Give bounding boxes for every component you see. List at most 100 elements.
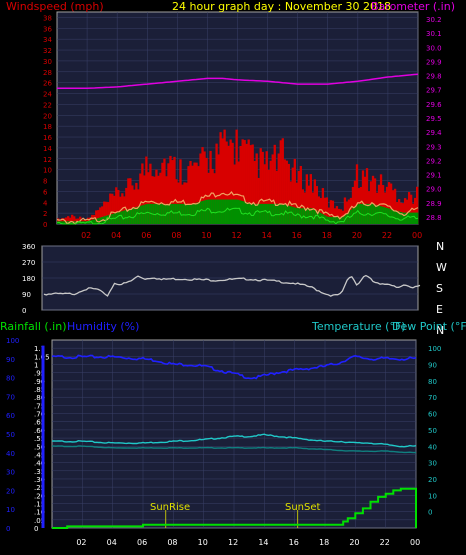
wind-speed-bar <box>281 138 284 224</box>
wind-gust-bar <box>347 211 351 224</box>
wind-speed-bar <box>407 192 411 224</box>
wind-gust-bar <box>337 216 341 224</box>
bottom-x-tick-label: 18 <box>319 538 329 547</box>
barometer-tick-label: 29.9 <box>426 58 442 66</box>
wind-speed-bar <box>329 200 333 224</box>
wind-tick-label: 12 <box>43 156 52 164</box>
wind-gust-bar <box>261 203 264 224</box>
wind-speed-bar <box>255 153 258 224</box>
rain-tick-label: .55 <box>34 435 45 443</box>
wind-gust-bar <box>97 218 100 224</box>
wind-speed-bar <box>125 187 128 224</box>
wind-speed-bar <box>157 175 160 224</box>
rainfall-line <box>52 487 417 529</box>
temp-humidity-rain-panel: 0.05.10.15.20.25.30.35.40.45.50.55.60.65… <box>6 337 441 547</box>
wind-gust-bar <box>153 203 156 224</box>
wind-gust-bar <box>131 208 134 224</box>
wind-tick-label: 32 <box>43 47 52 55</box>
wind-speed-bar <box>197 166 200 224</box>
bottom-x-tick-label: 02 <box>76 538 86 547</box>
wind-speed-bar <box>315 186 319 224</box>
wind-direction-panel: 0 90 180 270 360 <box>22 243 421 315</box>
rain-tick-label: .90 <box>34 378 45 386</box>
wind-x-tick-label: 08 <box>171 231 181 240</box>
wind-speed-bar <box>275 170 278 224</box>
wind-speed-bar <box>343 197 347 224</box>
wind-gust-bar <box>205 199 208 224</box>
wind-speed-bar <box>115 187 118 224</box>
wind-speed-bar <box>217 154 220 224</box>
temperature-tick-label: 100 <box>428 345 441 353</box>
wind-gust-bar <box>235 199 238 224</box>
wind-gust-bar <box>291 206 294 224</box>
rain-tick-label: .20 <box>34 492 45 500</box>
wind-gust-bar <box>385 207 389 224</box>
wind-speed-bar <box>177 182 180 224</box>
wind-speed-bar <box>201 147 204 224</box>
wind-tick-label: 14 <box>43 145 52 153</box>
wind-gust-bar <box>317 211 321 224</box>
wind-gust-bar <box>351 208 355 224</box>
direction-label-n-top: N <box>436 240 444 253</box>
wind-gust-bar <box>159 203 162 224</box>
wind-speed-bar <box>173 156 176 224</box>
wind-speed-bar <box>339 209 343 224</box>
wind-tick-label: 6 <box>43 188 48 196</box>
rain-tick-label: .50 <box>34 443 45 451</box>
wind-speed-bar <box>113 195 116 224</box>
wind-speed-bar <box>285 160 288 224</box>
wind-speed-bar <box>345 201 349 224</box>
wind-speed-bar <box>331 200 335 224</box>
wind-gust-bar <box>345 213 349 224</box>
wind-gust-bar <box>393 210 397 224</box>
bottom-x-tick-label: 04 <box>107 538 117 547</box>
wind-speed-bar <box>123 196 126 224</box>
direction-label-s: S <box>436 282 443 295</box>
wind-gust-bar <box>117 212 120 224</box>
wind-speed-bar <box>221 138 224 224</box>
wind-gust-bar <box>129 208 132 224</box>
wind-speed-bar <box>231 142 234 224</box>
wind-speed-bar <box>337 208 341 224</box>
barometer-tick-label: 29.8 <box>426 73 442 81</box>
wind-speed-bar <box>247 139 250 224</box>
wind-speed-bar <box>261 151 264 224</box>
wind-speed-bar <box>351 186 355 224</box>
barometer-tick-label: 30.1 <box>426 30 442 38</box>
wind-tick-label: 0 <box>43 221 47 229</box>
humidity-axis-title: Humidity (%) <box>67 320 139 333</box>
wind-gust-bar <box>251 203 254 224</box>
humidity-tick-label: 100 <box>6 337 19 345</box>
wind-speed-bar <box>279 140 282 224</box>
wind-gust-bar <box>257 203 260 224</box>
wind-x-tick-label: 14 <box>262 231 272 240</box>
wind-speed-bar <box>65 217 68 224</box>
wind-gust-bar <box>395 210 399 224</box>
wind-tick-label: 8 <box>43 178 47 186</box>
temperature-tick-label: 70 <box>428 394 437 402</box>
wind-speed-bar <box>363 176 367 224</box>
wind-speed-bar <box>109 193 112 224</box>
wind-speed-bar <box>61 218 64 224</box>
wind-gust-bar <box>315 210 319 224</box>
wind-speed-bar <box>189 161 192 224</box>
wind-gust-bar <box>243 201 246 224</box>
humidity-tick-label: 60 <box>6 412 15 420</box>
wind-speed-bar <box>141 163 144 224</box>
temperature-line <box>51 433 417 448</box>
wind-tick-label: 26 <box>43 80 52 88</box>
wind-gust-bar <box>411 212 415 224</box>
wind-gust-bar <box>175 203 178 224</box>
bottom-x-tick-label: 16 <box>289 538 299 547</box>
wind-speed-bar <box>293 158 296 224</box>
direction-tick-label: 180 <box>22 275 35 283</box>
barometer-tick-label: 29.7 <box>426 87 442 95</box>
wind-speed-bar <box>143 175 146 224</box>
bottom-x-tick-label: 20 <box>349 538 359 547</box>
wind-speed-bar <box>379 174 383 224</box>
bottom-x-tick-label: 12 <box>228 538 238 547</box>
wind-speed-bar <box>227 145 230 224</box>
wind-speed-bar <box>391 190 395 224</box>
wind-speed-bar <box>149 163 152 224</box>
